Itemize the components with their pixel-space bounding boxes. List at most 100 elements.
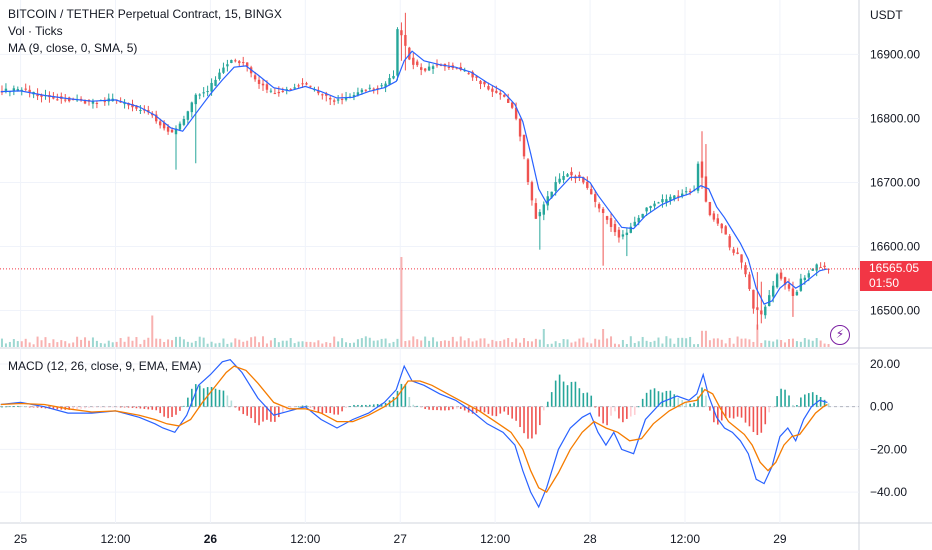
time-tick-label: 12:00 bbox=[480, 532, 510, 546]
volume-bar bbox=[64, 341, 67, 347]
volume-bar bbox=[44, 337, 47, 347]
macd-histogram-bar bbox=[115, 406, 118, 408]
macd-histogram-bar bbox=[554, 380, 557, 407]
macd-histogram-bar bbox=[408, 397, 411, 407]
macd-histogram-bar bbox=[76, 406, 78, 410]
volume-bar bbox=[665, 336, 668, 347]
volume-bar bbox=[748, 339, 751, 347]
volume-bar bbox=[155, 338, 158, 347]
candle-body bbox=[807, 273, 810, 278]
candle-body bbox=[234, 60, 237, 62]
volume-bar bbox=[12, 339, 15, 347]
candle-body bbox=[653, 203, 656, 207]
macd-histogram-bar bbox=[20, 405, 23, 407]
candle-body bbox=[64, 99, 67, 101]
macd-histogram-bar bbox=[606, 406, 608, 426]
volume-bar bbox=[265, 343, 268, 347]
price-tick-label: 16700.00 bbox=[870, 175, 920, 189]
candle-body bbox=[356, 92, 360, 96]
macd-histogram-bar bbox=[724, 406, 727, 419]
volume-bar bbox=[768, 340, 771, 347]
volume-bar bbox=[582, 337, 585, 347]
last-price-tag: 16565.05 01:50 bbox=[860, 260, 932, 291]
candle-body bbox=[582, 177, 585, 183]
candle-body bbox=[242, 62, 245, 64]
macd-histogram-bar bbox=[436, 406, 438, 411]
chart-legend: BITCOIN / TETHER Perpetual Contract, 15,… bbox=[8, 6, 282, 57]
volume-bar bbox=[716, 338, 719, 347]
volume-bar bbox=[780, 339, 783, 347]
candle-body bbox=[795, 291, 799, 296]
time-tick-label: 12:00 bbox=[100, 532, 130, 546]
candle-body bbox=[811, 268, 814, 271]
candle-body bbox=[534, 203, 538, 219]
macd-histogram-bar bbox=[618, 406, 620, 419]
candle-body bbox=[4, 88, 8, 91]
candle-body bbox=[178, 123, 182, 130]
macd-histogram-bar bbox=[127, 406, 130, 408]
candle-body bbox=[819, 266, 822, 268]
macd-histogram-bar bbox=[313, 406, 316, 410]
candle-body bbox=[479, 80, 482, 84]
flash-icon[interactable]: ⚡ bbox=[830, 325, 850, 345]
macd-histogram-bar bbox=[155, 406, 158, 411]
macd-histogram-bar bbox=[36, 406, 39, 408]
candle-body bbox=[388, 78, 391, 85]
volume-bar bbox=[420, 340, 423, 347]
macd-histogram-bar bbox=[9, 406, 11, 408]
volume-bar bbox=[230, 342, 233, 347]
candle-body bbox=[20, 89, 23, 91]
macd-histogram-bar bbox=[258, 406, 260, 426]
volume-bar bbox=[436, 341, 439, 347]
volume-bar bbox=[111, 342, 114, 347]
volume-bar bbox=[463, 340, 466, 347]
volume-bar bbox=[787, 339, 790, 347]
candle-body bbox=[230, 60, 233, 63]
macd-histogram-bar bbox=[630, 406, 632, 417]
macd-histogram-bar bbox=[301, 405, 304, 407]
candle-body bbox=[376, 88, 379, 90]
candle-body bbox=[182, 119, 186, 125]
candle-body bbox=[431, 66, 435, 69]
ma-indicator-label[interactable]: MA (9, close, 0, SMA, 5) bbox=[8, 41, 138, 55]
volume-bar bbox=[289, 338, 292, 347]
volume-indicator-label[interactable]: Vol · Ticks bbox=[8, 24, 63, 38]
volume-bar bbox=[784, 342, 787, 347]
candle-body bbox=[764, 306, 767, 316]
last-price-value: 16565.05 bbox=[869, 260, 920, 275]
macd-histogram-bar bbox=[752, 406, 755, 433]
candle-body bbox=[712, 213, 716, 220]
macd-indicator-label[interactable]: MACD (12, 26, close, 9, EMA, EMA) bbox=[8, 359, 202, 373]
macd-histogram-bar bbox=[297, 406, 300, 408]
candle-body bbox=[24, 88, 27, 90]
macd-histogram-bar bbox=[550, 392, 553, 407]
macd-histogram-bar bbox=[519, 406, 521, 428]
candle-body bbox=[408, 47, 411, 60]
candle-body bbox=[522, 134, 526, 157]
volume-bar bbox=[428, 340, 431, 347]
macd-histogram-bar bbox=[147, 406, 150, 410]
macd-tick-label: 0.00 bbox=[870, 400, 894, 414]
candle-body bbox=[578, 174, 581, 178]
volume-bar bbox=[222, 338, 225, 347]
volume-bar bbox=[455, 341, 458, 347]
candle-body bbox=[633, 221, 636, 227]
candle-body bbox=[609, 218, 613, 227]
candle-body bbox=[487, 86, 490, 90]
volume-bar bbox=[404, 341, 407, 347]
candle-body bbox=[760, 310, 763, 315]
volume-bar bbox=[352, 342, 355, 347]
volume-bar bbox=[795, 341, 798, 347]
candle-body bbox=[194, 94, 197, 105]
volume-bar bbox=[483, 338, 486, 347]
candle-body bbox=[495, 90, 498, 93]
macd-histogram-bar bbox=[96, 406, 98, 408]
volume-bar bbox=[459, 336, 462, 347]
candle-body bbox=[404, 35, 407, 46]
candle-body bbox=[202, 92, 205, 94]
candle-body bbox=[265, 84, 269, 90]
volume-bar bbox=[163, 342, 166, 347]
macd-histogram-bar bbox=[337, 406, 339, 415]
candle-body bbox=[321, 94, 324, 96]
